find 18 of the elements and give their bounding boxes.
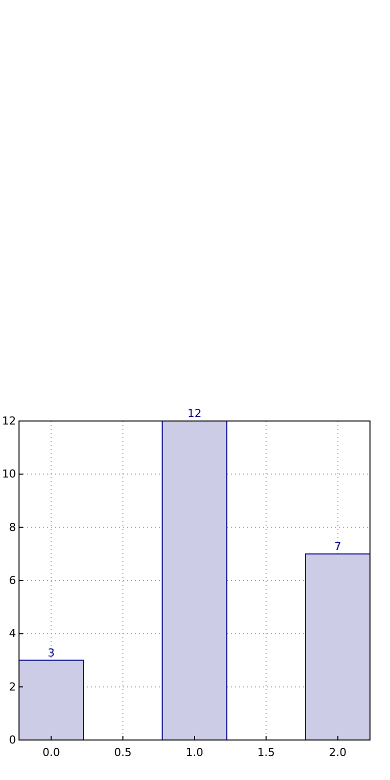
- y-tick-label: 12: [2, 414, 16, 428]
- y-tick-label: 4: [9, 627, 16, 640]
- x-tick-label: 1.0: [186, 746, 204, 759]
- data-label: 12: [188, 407, 202, 420]
- bar: [18, 660, 84, 740]
- y-tick-label: 6: [9, 574, 16, 588]
- x-tick-label: 0.5: [114, 746, 132, 759]
- y-tick-label: 0: [9, 734, 16, 747]
- y-tick-label: 10: [2, 468, 16, 481]
- x-tick-label: 0.0: [42, 746, 60, 759]
- bar: [162, 420, 228, 740]
- x-tick-label: 1.5: [257, 746, 275, 759]
- x-tick-label: 2.0: [329, 746, 347, 759]
- data-label: 3: [48, 646, 55, 660]
- data-label: 7: [334, 540, 342, 553]
- y-tick-label: 2: [9, 680, 16, 694]
- bar: [305, 553, 370, 740]
- y-tick-label: 8: [9, 520, 16, 534]
